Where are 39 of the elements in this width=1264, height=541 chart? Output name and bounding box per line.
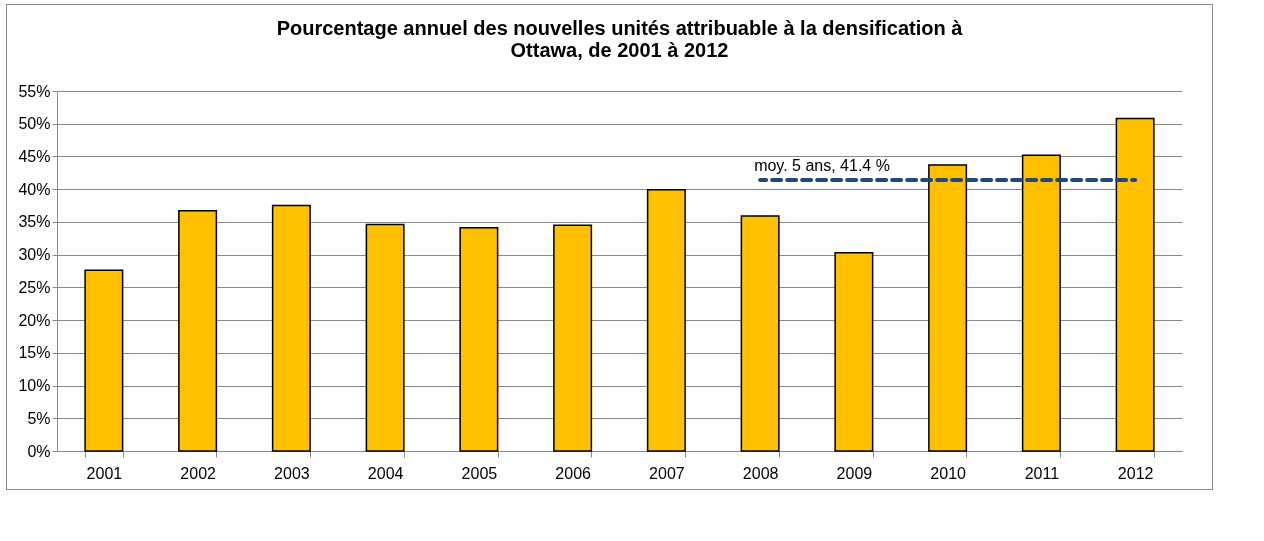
x-tick-label: 2010 — [930, 464, 967, 482]
x-tick-label: 2006 — [555, 464, 592, 482]
y-tick-label: 0% — [27, 442, 51, 460]
text: Pourcentage annuel des nouvelles unités attribuable à la densification à — [276, 17, 963, 39]
x-tick-label: 2011 — [1024, 464, 1060, 482]
bar — [928, 164, 968, 452]
y-tick-label: 50% — [18, 115, 51, 133]
y-tick-label: 20% — [18, 311, 51, 329]
x-tick-label: 2007 — [649, 464, 685, 482]
x-tick-label: 2005 — [461, 464, 498, 482]
x-tick-label: 2002 — [180, 464, 217, 482]
bar — [178, 210, 218, 452]
y-tick-label: 35% — [18, 213, 51, 231]
y-tick-label: 25% — [18, 278, 51, 296]
text: Ottawa, de 2001 à 2012 — [510, 39, 729, 61]
bar — [365, 223, 405, 452]
bar — [1021, 154, 1061, 452]
x-tick-label: 2001 — [86, 464, 123, 482]
x-tick-label: 2004 — [367, 464, 404, 482]
bar — [646, 189, 686, 452]
y-tick-label: 15% — [18, 344, 51, 362]
x-tick-label: 2003 — [274, 464, 310, 482]
bar — [834, 251, 874, 452]
bar — [1115, 117, 1155, 452]
x-tick-label: 2009 — [836, 464, 873, 482]
bar — [271, 204, 311, 452]
x-tick-label: 2008 — [742, 464, 779, 482]
y-tick-label: 30% — [18, 246, 51, 264]
y-tick-label: 45% — [18, 147, 51, 165]
y-tick-label: 40% — [18, 180, 51, 198]
y-tick-label: 10% — [18, 377, 51, 395]
x-tick-label: 2012 — [1117, 464, 1154, 482]
y-tick-label: 55% — [18, 82, 51, 100]
bar — [459, 227, 499, 452]
bar — [553, 224, 593, 452]
annotation: moy. 5 ans, 41.4 % — [754, 157, 890, 175]
bar — [740, 215, 780, 452]
y-tick-label: 5% — [27, 409, 51, 427]
bar — [84, 269, 124, 452]
